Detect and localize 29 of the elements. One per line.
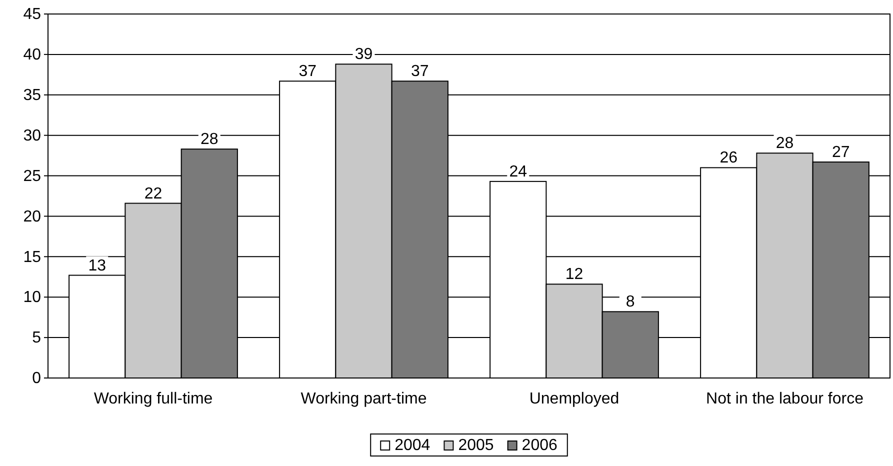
x-tick-label: Unemployed <box>529 390 620 408</box>
data-label: 28 <box>200 131 218 148</box>
y-tick-label: 10 <box>23 289 42 306</box>
y-tick-label: 5 <box>32 330 42 347</box>
legend-label: 2006 <box>522 437 558 454</box>
data-label: 26 <box>720 150 738 167</box>
data-label: 37 <box>298 63 317 80</box>
y-tick-label: 45 <box>23 6 42 24</box>
data-label: 37 <box>410 63 429 80</box>
y-tick-label: 30 <box>23 127 42 144</box>
data-label: 13 <box>88 257 106 274</box>
data-label: 8 <box>626 294 635 311</box>
x-tick-label: Not in the labour force <box>706 390 864 408</box>
y-tick-label: 25 <box>23 168 42 185</box>
x-tick-label: Working full-time <box>94 390 213 408</box>
data-label: 24 <box>509 163 528 180</box>
y-tick-label: 35 <box>23 87 42 104</box>
y-tick-label: 20 <box>23 208 42 226</box>
data-label: 27 <box>832 144 850 162</box>
data-label: 22 <box>144 185 162 202</box>
data-label: 12 <box>565 266 584 284</box>
y-tick-label: 15 <box>23 248 42 266</box>
data-label: 28 <box>776 135 794 152</box>
legend-label: 2005 <box>458 437 494 454</box>
legend-label: 2004 <box>394 437 430 454</box>
x-tick-label: Working part-time <box>300 390 427 408</box>
y-tick-label: 40 <box>23 46 42 64</box>
data-label: 39 <box>354 46 373 64</box>
y-tick-label: 0 <box>32 370 42 388</box>
